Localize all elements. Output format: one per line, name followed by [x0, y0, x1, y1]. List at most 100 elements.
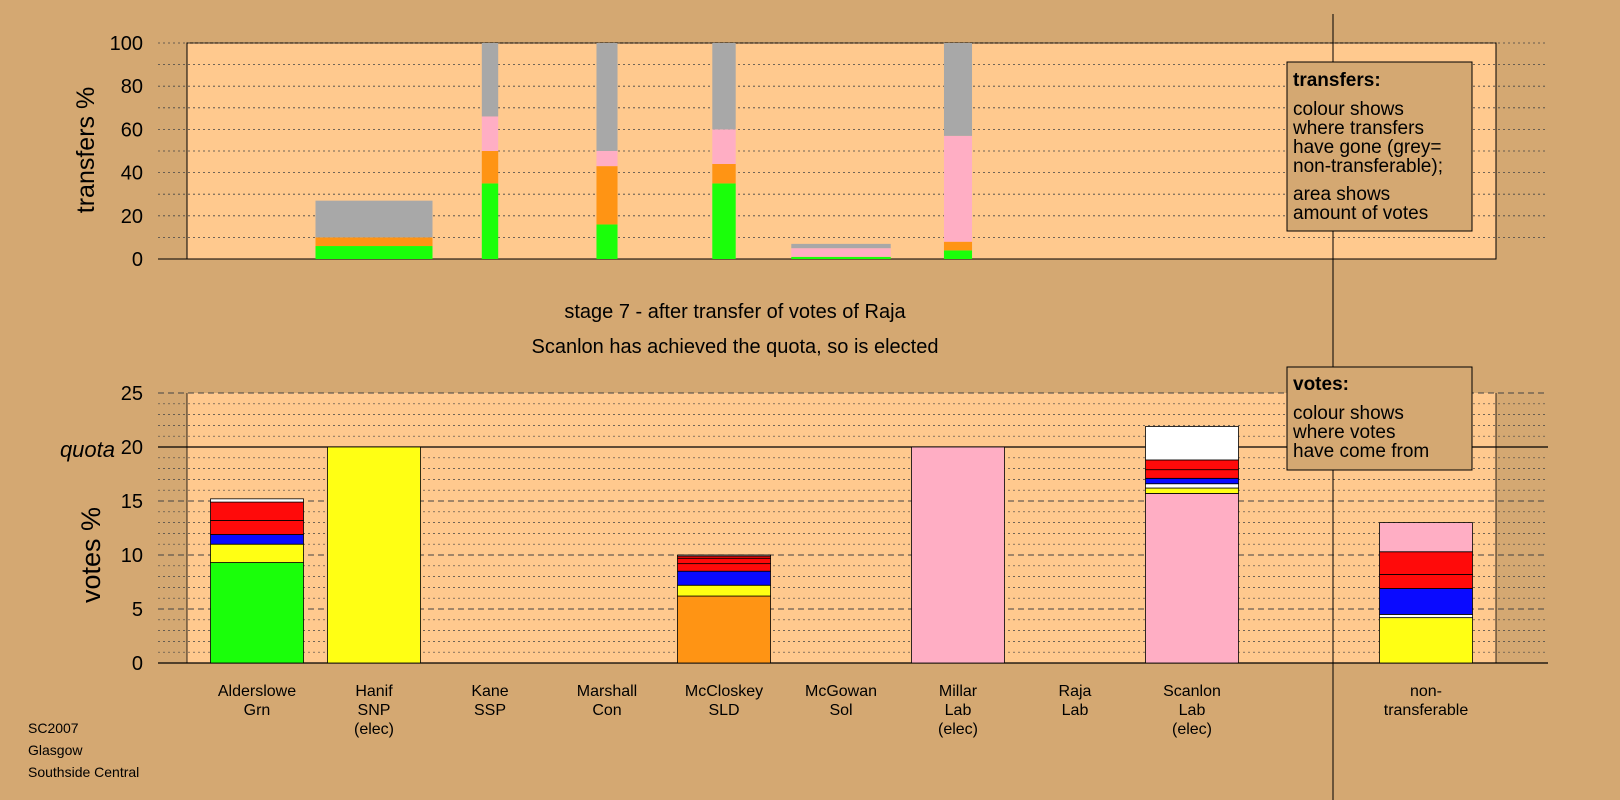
vote-segment	[210, 543, 304, 563]
transfers-legend-line: where transfers	[1292, 118, 1424, 139]
votes-tick-label: 5	[132, 599, 143, 621]
vote-segment	[677, 563, 771, 572]
transfers-legend-line: non-transferable);	[1293, 156, 1443, 177]
transfers-gridlines	[158, 42, 1548, 260]
votes-axis-label: votes %	[76, 507, 106, 603]
transfer-segment	[596, 151, 618, 167]
transfer-segment	[481, 183, 499, 259]
transfer-segment	[791, 248, 891, 257]
vote-segment	[1379, 551, 1473, 575]
candidate-label: SLD	[708, 702, 739, 719]
votes-tick-label: 0	[132, 653, 143, 675]
transfer-segment	[712, 183, 736, 259]
transfer-segment	[712, 129, 736, 164]
vote-segment	[911, 446, 1005, 664]
vote-segment	[1379, 614, 1473, 619]
quota-label: quota	[60, 437, 115, 462]
transfer-segment	[315, 237, 433, 247]
candidate-label: non-	[1410, 683, 1442, 700]
transfers-tick-label: 100	[110, 33, 143, 55]
candidate-label: (elec)	[354, 721, 394, 738]
transfers-tick-label: 0	[132, 249, 143, 271]
transfers-bars	[315, 43, 973, 259]
vote-segment	[1145, 459, 1239, 471]
transfers-tick-label: 80	[121, 76, 143, 98]
transfers-legend-box	[1286, 61, 1473, 232]
candidate-label: (elec)	[1172, 721, 1212, 738]
vote-segment	[210, 534, 304, 545]
result-caption: Scanlon has achieved the quota, so is el…	[532, 336, 939, 358]
transfer-segment	[712, 43, 736, 130]
vote-segment	[210, 562, 304, 664]
vote-segment	[677, 595, 771, 664]
transfer-segment	[943, 135, 973, 242]
votes-tick-label: 20	[121, 437, 143, 459]
transfers-legend-line: colour shows	[1293, 99, 1404, 120]
candidate-label: Kane	[471, 683, 508, 700]
vote-segment	[1145, 493, 1239, 664]
vote-segment	[677, 554, 771, 557]
votes-legend-line: where votes	[1292, 422, 1395, 443]
transfers-legend: transfers: colour shows where transfers …	[1286, 61, 1473, 232]
candidate-label: McCloskey	[685, 683, 763, 700]
candidate-label: Lab	[1179, 702, 1206, 719]
vote-segment	[1145, 426, 1239, 461]
transfers-tick-label: 20	[121, 206, 143, 228]
candidate-label: SNP	[358, 702, 391, 719]
candidate-label: Sol	[829, 702, 852, 719]
candidate-label: Lab	[945, 702, 972, 719]
transfers-tick-label: 40	[121, 163, 143, 185]
votes-legend-title: votes:	[1293, 374, 1349, 395]
vote-segment	[210, 498, 304, 503]
vote-segment	[1379, 617, 1473, 664]
candidate-label: Grn	[244, 702, 271, 719]
footer-election: SC2007	[28, 720, 79, 736]
vote-segment	[1145, 477, 1239, 485]
vote-segment	[1145, 487, 1239, 494]
candidate-label: Millar	[939, 683, 978, 700]
transfer-segment	[943, 250, 973, 259]
votes-legend: votes: colour shows where votes have com…	[1286, 366, 1473, 471]
constituency-footer: SC2007 Glasgow Southside Central	[28, 720, 139, 780]
transfer-segment	[315, 200, 433, 238]
candidate-labels: Alderslowe Grn Hanif SNP (elec) Kane SSP Marsha…	[218, 683, 1468, 738]
candidate-label: Raja	[1059, 683, 1092, 700]
transfers-tick-labels: 0 20 40 60 80 100	[110, 33, 143, 271]
transfer-segment	[315, 246, 433, 259]
vote-segment	[1379, 522, 1473, 553]
transfer-segment	[791, 243, 891, 249]
vote-segment	[327, 446, 421, 664]
vote-segment	[677, 557, 771, 565]
transfers-tick-label: 60	[121, 119, 143, 141]
votes-tick-labels: 0 5 10 15 20 25	[121, 383, 143, 675]
candidate-label: Con	[592, 702, 621, 719]
candidate-label: McGowan	[805, 683, 877, 700]
votes-tick-label: 15	[121, 491, 143, 513]
transfer-segment	[791, 256, 891, 259]
transfer-segment	[596, 166, 618, 225]
votes-legend-line: colour shows	[1293, 403, 1404, 424]
vote-segment	[1145, 469, 1239, 479]
transfer-segment	[943, 43, 973, 136]
votes-tick-label: 10	[121, 545, 143, 567]
candidate-label: Scanlon	[1163, 683, 1221, 700]
transfer-segment	[943, 241, 973, 251]
vote-segment	[1379, 574, 1473, 589]
transfer-segment	[481, 151, 499, 184]
footer-region: Glasgow	[28, 742, 83, 758]
transfer-segment	[596, 224, 618, 259]
votes-bars	[210, 426, 1473, 664]
vote-segment	[1145, 483, 1239, 489]
candidate-label: SSP	[474, 702, 506, 719]
votes-tick-label: 25	[121, 383, 143, 405]
transfers-legend-title: transfers:	[1293, 70, 1381, 91]
candidate-label: Hanif	[355, 683, 393, 700]
votes-panel: 0 5 10 15 20 25 votes % quota	[60, 383, 1548, 675]
transfers-legend-line: have gone (grey=	[1293, 137, 1441, 158]
candidate-label: Alderslowe	[218, 683, 296, 700]
stage-caption: stage 7 - after transfer of votes of Raj…	[564, 301, 906, 323]
candidate-label: Lab	[1062, 702, 1089, 719]
vote-segment	[1379, 588, 1473, 615]
transfers-legend-line: amount of votes	[1293, 203, 1428, 224]
transfers-panel: 0 20 40 60 80 100 transfers %	[72, 33, 1548, 271]
